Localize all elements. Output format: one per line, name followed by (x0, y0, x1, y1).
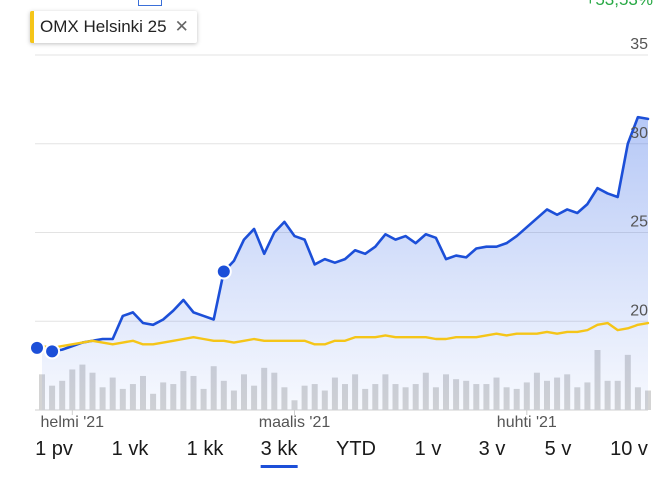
y-axis: 35 30 25 20 (630, 36, 648, 319)
range-3m[interactable]: 3 kk (260, 438, 298, 468)
y-tick-label: 35 (630, 36, 648, 53)
compare-label: OMX Helsinki 25 (40, 17, 167, 36)
primary-area-fill (42, 117, 648, 410)
y-tick-label: 30 (630, 125, 648, 142)
price-chart[interactable]: 35 30 25 20 helmi '21 maalis '21 huhti '21 (0, 0, 665, 434)
range-5y[interactable]: 5 v (544, 438, 572, 460)
range-1d[interactable]: 1 pv (35, 438, 73, 460)
range-10y[interactable]: 10 v (610, 438, 648, 460)
event-marker (215, 263, 232, 280)
change-percent: +53,53% (585, 0, 653, 10)
compare-chip[interactable]: OMX Helsinki 25 ✕ (30, 11, 197, 43)
y-tick-label: 20 (630, 302, 648, 319)
range-1m[interactable]: 1 kk (186, 438, 224, 460)
range-1w[interactable]: 1 vk (111, 438, 149, 460)
primary-series-line (40, 115, 650, 353)
event-marker (29, 339, 45, 356)
event-marker (44, 343, 61, 360)
primary-area (42, 117, 648, 410)
close-icon[interactable]: ✕ (174, 17, 189, 36)
x-tick-label: huhti '21 (497, 414, 557, 431)
range-1y[interactable]: 1 v (414, 438, 442, 460)
x-tick-label: maalis '21 (259, 414, 331, 431)
event-markers (29, 263, 232, 360)
range-selector: 1 pv 1 vk 1 kk 3 kk YTD 1 v 3 v 5 v 10 v (0, 438, 665, 478)
top-badge (138, 0, 162, 6)
series-lines (40, 115, 650, 353)
y-tick-label: 25 (630, 214, 648, 231)
range-ytd[interactable]: YTD (336, 438, 376, 460)
x-tick-label: helmi '21 (41, 414, 105, 431)
x-axis: helmi '21 maalis '21 huhti '21 (41, 410, 557, 431)
compare-series-line (40, 321, 650, 350)
range-3y[interactable]: 3 v (478, 438, 506, 460)
